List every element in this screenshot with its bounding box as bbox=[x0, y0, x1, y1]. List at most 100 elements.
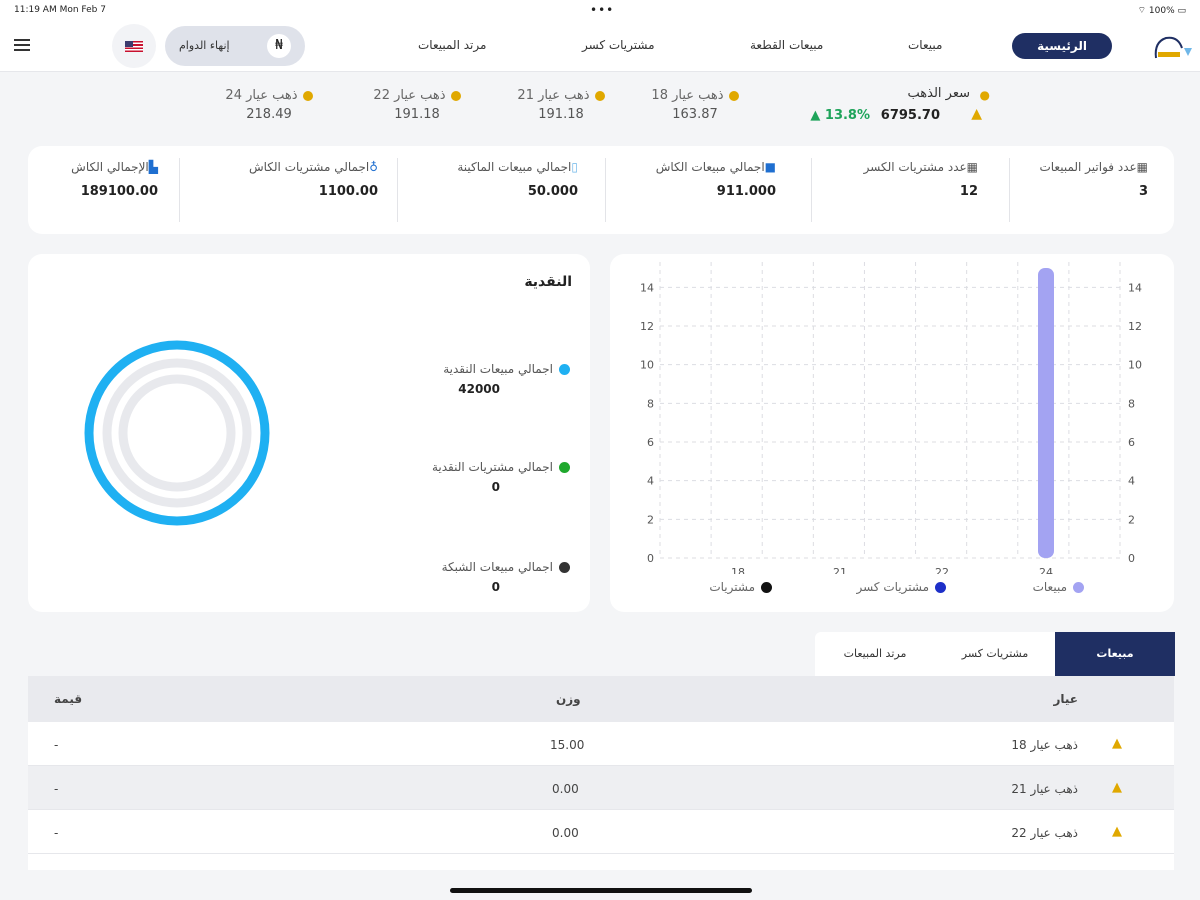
nav-home[interactable]: الرئيسية bbox=[1012, 33, 1112, 59]
battery-indicator: ⌔ 100% ▭ bbox=[1137, 6, 1186, 16]
us-flag-icon bbox=[125, 41, 143, 52]
gold-dot-icon bbox=[728, 90, 739, 101]
y-tick-left: 14 bbox=[640, 281, 654, 294]
scrap-dot-icon bbox=[935, 582, 946, 593]
y-tick-left: 8 bbox=[647, 397, 654, 410]
tab-sales-returns[interactable]: مرتد المبيعات bbox=[843, 647, 907, 660]
home-indicator[interactable] bbox=[450, 888, 752, 893]
stats-card: ▦عدد فواتير المبيعات 3 ▦عدد مشتريات الكس… bbox=[28, 146, 1174, 234]
y-tick-right: 0 bbox=[1128, 552, 1135, 565]
bank-icon: ▙ bbox=[148, 160, 158, 174]
blue-dot-icon bbox=[559, 364, 570, 375]
gold-bars-icon: ▲ bbox=[1112, 780, 1122, 795]
end-shift-button[interactable]: إنهاء الدوام ₦ bbox=[165, 26, 305, 66]
table-row[interactable]: ▲ ذهب عيار 18 15.00 - bbox=[28, 722, 1174, 766]
tab-scrap-purchases[interactable]: مشتريات كسر bbox=[961, 647, 1029, 660]
y-tick-left: 0 bbox=[647, 552, 654, 565]
table-header: عيار وزن قيمة bbox=[28, 676, 1174, 722]
legend-purchases: مشتريات bbox=[709, 580, 772, 594]
x-tick-label: 18 bbox=[731, 566, 745, 574]
gold-price-change: ▲ 13.8% bbox=[810, 108, 870, 123]
gold-price-main: سعر الذهب ● ▲ 13.8% 6795.70 ▲ bbox=[800, 86, 990, 126]
legend-scrap-purchases: مشتريات كسر bbox=[856, 580, 946, 594]
cash-title: النقدية bbox=[524, 274, 572, 290]
y-tick-right: 10 bbox=[1128, 359, 1142, 372]
stat-scrap-count: ▦عدد مشتريات الكسر 12 bbox=[863, 160, 978, 199]
col-value: قيمة bbox=[54, 692, 83, 706]
status-bar: 11:19 AM Mon Feb 7 ••• ⌔ 100% ▭ bbox=[0, 0, 1200, 22]
purchases-dot-icon bbox=[761, 582, 772, 593]
stat-cash-purchases: ♁اجمالي مشتريات الكاش 1100.00 bbox=[248, 160, 378, 199]
stat-cash-sales: ■اجمالي مبيعات الكاش 911.000 bbox=[655, 160, 776, 199]
wifi-icon: ⌔ bbox=[1137, 6, 1149, 16]
table-tabs: مبيعات مشتريات كسر مرتد المبيعات bbox=[815, 632, 1175, 676]
card-machine-icon: ▯ bbox=[571, 160, 578, 174]
gold-bars-icon: ▲ bbox=[1112, 824, 1122, 839]
y-tick-left: 6 bbox=[647, 436, 654, 449]
y-tick-left: 12 bbox=[640, 320, 654, 333]
cash-icon: ■ bbox=[764, 160, 776, 174]
legend-cash-sales: اجمالي مبيعات النقدية 42000 bbox=[370, 362, 570, 396]
black-dot-icon bbox=[559, 562, 570, 573]
gold-price-value: 6795.70 bbox=[880, 108, 940, 123]
y-tick-right: 12 bbox=[1128, 320, 1142, 333]
y-tick-left: 4 bbox=[647, 475, 654, 488]
karat-bar-chart-card: 0 0 2 2 4 4 6 6 8 8 10 10 12 12 14 14 18 21 22 24 مبيعات مش… bbox=[610, 254, 1174, 612]
price-karat-22: ذهب عيار 22 191.18 bbox=[362, 88, 472, 122]
legend-cash-purchases: اجمالي مشتريات النقدية 0 bbox=[370, 460, 570, 494]
donut-ring-network-sales bbox=[118, 374, 236, 492]
y-tick-right: 8 bbox=[1128, 397, 1135, 410]
stat-total-cash: ▙الإجمالي الكاش 189100.00 bbox=[71, 160, 158, 199]
donut-ring-cash-sales bbox=[84, 340, 270, 526]
gold-dot-icon bbox=[302, 90, 313, 101]
sales-dot-icon bbox=[1073, 582, 1084, 593]
x-tick-label: 24 bbox=[1039, 566, 1053, 574]
gold-price-label: سعر الذهب bbox=[907, 86, 971, 101]
stat-sales-invoices: ▦عدد فواتير المبيعات 3 bbox=[1039, 160, 1148, 199]
status-time: 11:19 AM Mon Feb 7 bbox=[14, 5, 106, 15]
nav-scrap-purchases[interactable]: مشتريات كسر bbox=[582, 38, 655, 52]
cash-donut-chart bbox=[84, 340, 270, 526]
price-karat-18: ذهب عيار 18 163.87 bbox=[640, 88, 750, 122]
y-tick-left: 10 bbox=[640, 359, 654, 372]
y-tick-right: 14 bbox=[1128, 281, 1142, 294]
bar-24-series-0 bbox=[1038, 268, 1054, 558]
end-shift-label: إنهاء الدوام bbox=[179, 39, 230, 52]
scrap-icon: ▦ bbox=[966, 160, 978, 174]
nav-piece-sales[interactable]: مبيعات القطعة bbox=[750, 38, 824, 52]
y-tick-right: 2 bbox=[1128, 513, 1135, 526]
multitask-dots[interactable]: ••• bbox=[590, 3, 615, 17]
y-tick-right: 4 bbox=[1128, 475, 1135, 488]
currency-icon: ₦ bbox=[267, 34, 291, 58]
gold-bars-icon: ▲ bbox=[971, 106, 982, 122]
nav-sales[interactable]: مبيعات bbox=[908, 38, 943, 52]
hamburger-menu-icon[interactable] bbox=[14, 39, 30, 54]
language-button[interactable] bbox=[112, 24, 156, 68]
gold-dot-icon bbox=[450, 90, 461, 101]
col-weight: وزن bbox=[556, 692, 581, 706]
nav-sales-returns[interactable]: مرتد المبيعات bbox=[418, 38, 487, 52]
invoice-icon: ▦ bbox=[1136, 160, 1148, 174]
table-row[interactable]: ▲ ذهب عيار 22 0.00 - bbox=[28, 810, 1174, 854]
tab-sales[interactable]: مبيعات bbox=[1055, 632, 1175, 676]
stat-machine-sales: ▯اجمالي مبيعات الماكينة 50.000 bbox=[457, 160, 578, 199]
gold-coin-icon: ● bbox=[979, 88, 990, 102]
price-karat-21: ذهب عيار 21 191.18 bbox=[506, 88, 616, 122]
price-karat-24: ذهب عيار 24 218.49 bbox=[214, 88, 324, 122]
col-karat: عيار bbox=[1053, 692, 1078, 706]
x-tick-label: 22 bbox=[935, 566, 949, 574]
legend-network-sales: اجمالي مبيعات الشبكة 0 bbox=[370, 560, 570, 594]
app-logo bbox=[1148, 28, 1194, 66]
table-row[interactable]: ▲ ذهب عيار 21 0.00 - bbox=[28, 766, 1174, 810]
green-dot-icon bbox=[559, 462, 570, 473]
y-tick-right: 6 bbox=[1128, 436, 1135, 449]
top-nav: الرئيسية مبيعات مبيعات القطعة مشتريات كس… bbox=[0, 22, 1200, 72]
legend-sales: مبيعات bbox=[1033, 580, 1084, 594]
donut-ring-cash-purchases bbox=[102, 358, 252, 508]
gold-bars-icon: ▲ bbox=[1112, 736, 1122, 751]
karat-table: عيار وزن قيمة ▲ ذهب عيار 18 15.00 - ▲ ذه… bbox=[28, 676, 1174, 870]
gold-dot-icon bbox=[594, 90, 605, 101]
cash-summary-card: النقدية اجمالي مبيعات النقدية 42000 اجما… bbox=[28, 254, 590, 612]
money-bag-icon: ♁ bbox=[369, 160, 378, 174]
